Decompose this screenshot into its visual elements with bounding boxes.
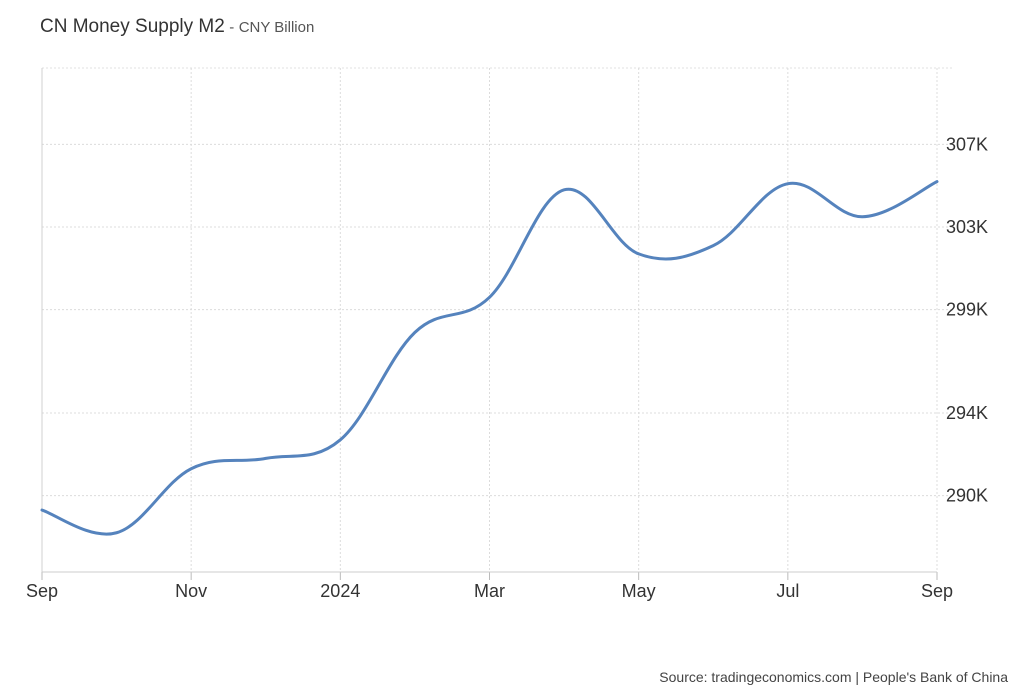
x-tick-label: Mar xyxy=(474,581,505,601)
y-tick-label: 299K xyxy=(946,300,988,320)
x-tick-label: May xyxy=(622,581,656,601)
series-layer xyxy=(40,180,939,536)
source-note: Source: tradingeconomics.com | People's … xyxy=(659,669,1008,685)
y-tick-label: 294K xyxy=(946,403,988,423)
gridlines xyxy=(41,67,953,572)
series-line xyxy=(40,180,939,536)
x-axis: Sep Nov 2024 Mar May Jul Sep xyxy=(26,571,953,601)
x-tick-label: Sep xyxy=(26,581,58,601)
x-tick-label: Sep xyxy=(921,581,953,601)
chart-title: CN Money Supply M2 xyxy=(40,16,225,37)
chart-unit: CNY Billion xyxy=(238,19,315,36)
y-axis: 290K 294K 299K 303K 307K xyxy=(946,134,988,505)
chart-title-row: CN Money Supply M2 - CNY Billion xyxy=(40,16,314,38)
title-separator: - xyxy=(229,19,235,36)
y-tick-label: 307K xyxy=(946,134,988,154)
x-tick-label: Jul xyxy=(776,581,799,601)
x-tick-label: Nov xyxy=(175,581,207,601)
y-tick-label: 303K xyxy=(946,217,988,237)
y-tick-label: 290K xyxy=(946,486,988,506)
x-tick-label: 2024 xyxy=(320,581,360,601)
